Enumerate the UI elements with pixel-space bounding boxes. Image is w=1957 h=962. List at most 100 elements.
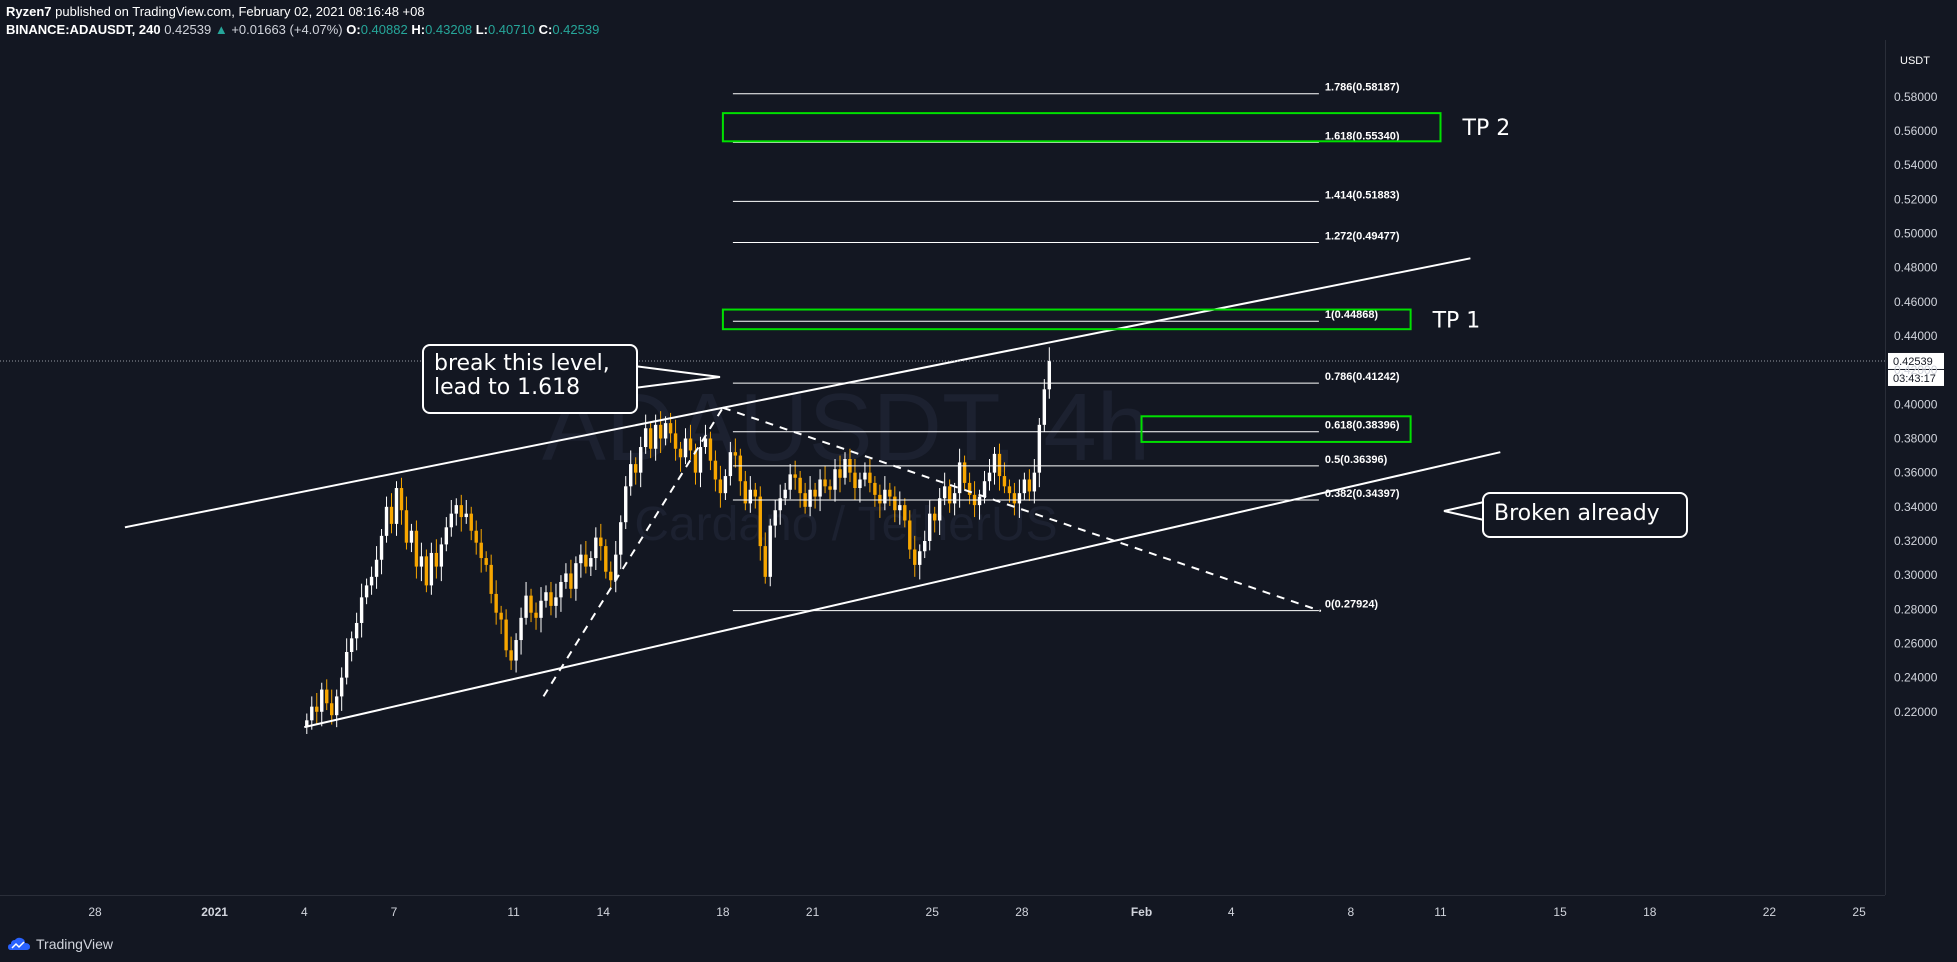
candle-body <box>1047 360 1052 390</box>
price-tick-label: 0.46000 <box>1894 295 1938 309</box>
price-axis-unit: USDT <box>1900 55 1930 67</box>
current-price-tag <box>1888 352 1944 369</box>
candle-body <box>409 530 414 543</box>
candle-body <box>893 496 897 511</box>
candle-body <box>733 452 738 456</box>
candle-body <box>439 544 444 567</box>
candle-body <box>868 472 872 483</box>
close-value: 0.42539 <box>552 22 600 37</box>
candle-body <box>932 513 937 521</box>
candle-body <box>364 585 369 598</box>
candle-body <box>384 506 389 536</box>
candle-body <box>673 433 678 449</box>
candle-body <box>310 706 314 721</box>
candle-body <box>414 530 419 567</box>
candle-body <box>678 448 683 458</box>
candle-body <box>394 488 399 524</box>
symbol-label[interactable]: BINANCE:ADAUSDT, 240 <box>6 22 161 37</box>
candle-body <box>484 558 488 565</box>
candle-body <box>838 469 842 478</box>
candle-body <box>798 477 802 494</box>
price-axis[interactable]: USDT 0.22000 0.24000 0.26000 0.28000 0.30000 0… <box>1894 55 1938 719</box>
price-tick-label: 0.34000 <box>1894 500 1938 514</box>
target-box[interactable] <box>721 308 1412 331</box>
candle-body <box>952 493 957 504</box>
current-price-label: 0.42539 <box>1893 356 1933 368</box>
candle-body <box>354 622 359 639</box>
channel-trendline[interactable] <box>304 451 1501 729</box>
target-box[interactable] <box>1140 415 1412 443</box>
candle-body <box>574 563 578 589</box>
candle-body <box>668 423 673 434</box>
candle-body <box>923 540 927 552</box>
time-tick-label: 28 <box>1015 905 1029 919</box>
time-tick-label: 4 <box>301 905 308 919</box>
candle-body <box>793 474 797 478</box>
time-tick-label: 28 <box>88 905 102 919</box>
price-tick-label: 0.56000 <box>1894 124 1938 138</box>
candle-body <box>638 447 643 473</box>
candle-body <box>459 505 463 518</box>
candle-body <box>918 551 922 565</box>
plot-area[interactable]: 1.786(0.58187) 1.618(0.55340) 1.414(0.5188… <box>0 82 1944 734</box>
target-box-label: TP 1 <box>1432 308 1481 333</box>
candle-body <box>369 576 374 586</box>
time-tick-label: 11 <box>1434 905 1447 919</box>
fib-level-label: 0.5(0.36396) <box>1325 454 1388 466</box>
dashed-trendline[interactable] <box>542 407 724 697</box>
channel-trendline[interactable] <box>124 257 1471 529</box>
target-box[interactable] <box>721 112 1442 143</box>
candle-body <box>334 696 339 716</box>
dashed-trendline[interactable] <box>722 406 1322 612</box>
candle-body <box>330 703 334 716</box>
candle-body <box>728 452 733 477</box>
candle-body <box>992 453 997 473</box>
candle-body <box>619 522 623 555</box>
candle-body <box>519 617 523 641</box>
candle-body <box>509 650 513 661</box>
candle-body <box>1002 476 1007 487</box>
change-arrow: ▲ <box>214 22 228 37</box>
candle-body <box>514 640 518 661</box>
fib-level-label: 1(0.44868) <box>1325 309 1379 321</box>
candle-body <box>753 489 757 497</box>
candle-body <box>359 597 364 623</box>
candle-body <box>828 486 832 490</box>
candle-body <box>339 677 344 697</box>
candle-body <box>888 489 892 497</box>
candle-body <box>449 513 454 528</box>
candle-body <box>977 496 982 506</box>
price-tick-label: 0.38000 <box>1894 432 1938 446</box>
time-axis[interactable]: 28 2021 4 7 11 14 18 21 25 28 Feb 4 8 11 15 18 22 25 <box>88 905 1866 919</box>
chart-header: Ryzen7 published on TradingView.com, Feb… <box>0 0 1957 40</box>
high-label: H: <box>411 22 426 37</box>
candle-body <box>320 689 324 712</box>
time-tick-label: 4 <box>1228 905 1235 919</box>
fib-level-label: 0(0.27924) <box>1325 599 1379 611</box>
tradingview-logo[interactable]: TradingView <box>8 936 113 952</box>
candle-body <box>544 592 548 601</box>
price-chart[interactable]: ADAUSDT, 4h Cardano / TetherUS 1.786(0.5… <box>0 0 1957 925</box>
candle-body <box>967 482 972 495</box>
time-tick-label: 14 <box>597 905 611 919</box>
candle-body <box>708 438 713 461</box>
candle-body <box>658 424 663 439</box>
candle-body <box>529 595 533 613</box>
chart-watermark: ADAUSDT, 4h Cardano / TetherUS <box>542 374 1150 551</box>
publish-info: Ryzen7 published on TradingView.com, Feb… <box>6 4 425 19</box>
price-tick-label: 0.44000 <box>1894 329 1938 343</box>
candle-body <box>748 489 753 504</box>
break-level-callout: break this level, lead to 1.618 <box>422 344 638 414</box>
candle-body <box>947 486 952 504</box>
candle-body <box>569 573 573 589</box>
candle-body <box>648 428 653 449</box>
candle-body <box>653 424 658 449</box>
candle-body <box>788 474 792 490</box>
candle-body <box>688 438 693 451</box>
candle-body <box>564 573 568 582</box>
candle-body <box>928 513 932 541</box>
candle-body <box>997 453 1002 477</box>
publisher-name[interactable]: Ryzen7 <box>6 4 52 19</box>
price-tick-label: 0.36000 <box>1894 466 1938 480</box>
candle-body <box>474 530 478 543</box>
